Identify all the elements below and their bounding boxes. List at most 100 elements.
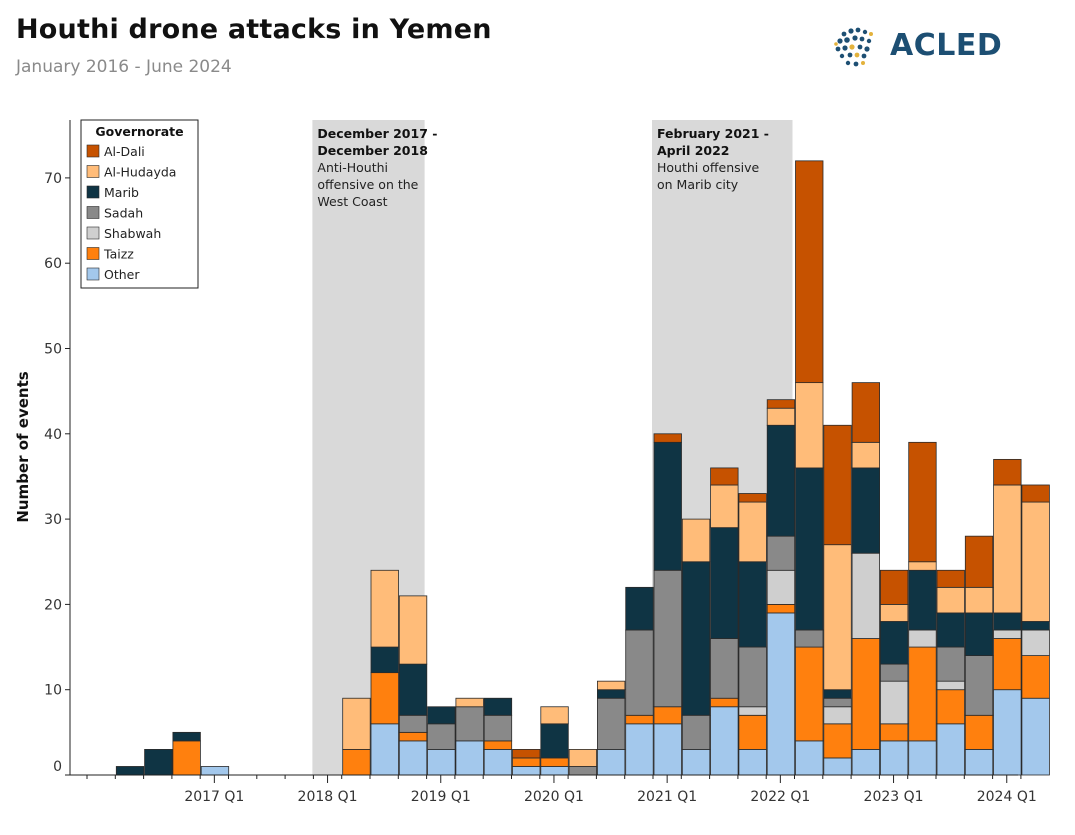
bar-2023-Q3-Al-Dali — [936, 569, 965, 588]
legend-swatch-Sadah — [86, 206, 100, 219]
annotation-2-text-line-1: Houthi offensive — [657, 160, 759, 175]
bar-2022-Q2-Marib — [795, 467, 824, 631]
bar-2018-Q3-Marib — [370, 646, 399, 674]
bar-2018-Q4-Other — [398, 740, 428, 776]
bar-2021-Q1-Other — [653, 723, 682, 776]
bar-2021-Q2-Al-Hudayda — [681, 518, 711, 563]
x-tick-label-2022-Q1: 2022 Q1 — [750, 789, 810, 805]
bar-2021-Q3-Marib — [710, 527, 739, 639]
bar-2022-Q3-Sadah — [823, 697, 852, 708]
bar-2019-Q3-Sadah — [483, 714, 513, 742]
bar-2023-Q2-Shabwah — [908, 629, 937, 648]
x-tick-label-2017-Q1: 2017 Q1 — [184, 789, 244, 805]
bar-2023-Q2-Al-Dali — [908, 441, 937, 563]
bar-2024-Q2-Other — [1021, 697, 1050, 776]
chart-subtitle: January 2016 - June 2024 — [16, 57, 232, 77]
bar-2022-Q3-Taizz — [823, 723, 852, 759]
bar-2023-Q2-Other — [908, 740, 937, 776]
bar-2024-Q2-Shabwah — [1021, 629, 1050, 656]
bar-2023-Q1-Taizz — [880, 723, 909, 742]
bar-2020-Q4-Marib — [625, 586, 654, 631]
bar-2022-Q4-Taizz — [851, 638, 880, 750]
bar-2022-Q2-Al-Dali — [795, 160, 824, 384]
y-tick-label-0: 0 — [53, 759, 62, 775]
bar-2023-Q1-Sadah — [880, 663, 909, 682]
bar-2022-Q1-Sadah — [766, 535, 796, 571]
x-tick-label-2023-Q1: 2023 Q1 — [864, 789, 924, 805]
x-tick-label-2018-Q1: 2018 Q1 — [298, 789, 358, 805]
bar-2020-Q3-Sadah — [597, 697, 626, 750]
legend-swatch-Other — [86, 267, 100, 281]
bar-2024-Q1-Taizz — [993, 638, 1022, 691]
annotation-2-text-line-2: on Marib city — [657, 177, 739, 192]
bar-2020-Q4-Other — [625, 723, 654, 776]
bar-2022-Q1-Taizz — [766, 604, 796, 614]
bar-2020-Q1-Al-Hudayda — [540, 706, 569, 725]
annotation-2-title-line-1: February 2021 - — [657, 126, 769, 141]
legend-swatch-Al-Hudayda — [86, 165, 100, 178]
y-tick-label-20: 20 — [44, 597, 62, 613]
bar-2022-Q4-Al-Hudayda — [851, 441, 880, 469]
bar-2022-Q3-Other — [823, 757, 852, 776]
bar-2024-Q2-Al-Hudayda — [1021, 501, 1050, 622]
bar-2018-Q4-Al-Hudayda — [398, 595, 428, 665]
bar-2022-Q1-Other — [766, 612, 796, 776]
y-tick-label-50: 50 — [44, 342, 62, 358]
y-tick-label-40: 40 — [44, 427, 62, 443]
bar-2019-Q3-Other — [483, 749, 513, 776]
bar-2019-Q2-Other — [455, 740, 484, 776]
bar-2023-Q1-Al-Dali — [880, 569, 909, 605]
bar-2021-Q2-Sadah — [681, 714, 711, 750]
bar-2019-Q3-Taizz — [483, 740, 513, 750]
annotation-2-title-line-2: April 2022 — [657, 143, 730, 158]
bar-2022-Q3-Shabwah — [823, 706, 852, 725]
bar-2019-Q1-Sadah — [427, 723, 456, 750]
acled-logo: ACLED — [830, 24, 1020, 74]
bar-2023-Q4-Al-Dali — [964, 535, 994, 588]
bar-2018-Q3-Al-Hudayda — [370, 569, 399, 648]
y-tick-label-10: 10 — [44, 683, 62, 699]
bar-2024-Q2-Al-Dali — [1021, 484, 1050, 503]
bar-2022-Q3-Marib — [823, 689, 852, 699]
bar-2022-Q4-Marib — [851, 467, 880, 554]
annotation-1-title-line-2: December 2018 — [317, 143, 428, 158]
bar-2021-Q3-Taizz — [710, 697, 739, 708]
legend-label-Shabwah: Shabwah — [104, 226, 161, 241]
legend-swatch-Shabwah — [86, 226, 100, 240]
bar-2023-Q3-Marib — [936, 612, 965, 648]
bar-2023-Q3-Sadah — [936, 646, 965, 682]
legend-label-Sadah: Sadah — [104, 206, 143, 221]
legend-swatch-Taizz — [86, 247, 100, 260]
bar-2023-Q3-Al-Hudayda — [936, 586, 965, 614]
bar-2021-Q4-Shabwah — [738, 706, 767, 716]
bar-2022-Q4-Shabwah — [851, 552, 880, 639]
bar-2016-Q4-Marib — [172, 731, 201, 742]
bar-2020-Q3-Other — [597, 749, 626, 776]
bar-2024-Q1-Marib — [993, 612, 1022, 631]
bar-2020-Q1-Other — [540, 766, 569, 776]
bar-2022-Q1-Al-Hudayda — [766, 407, 796, 426]
y-tick-label-30: 30 — [44, 512, 62, 528]
bar-2018-Q4-Sadah — [398, 714, 428, 733]
bar-2020-Q1-Marib — [540, 723, 569, 759]
bar-2020-Q2-Sadah — [568, 766, 597, 776]
bar-2023-Q2-Al-Hudayda — [908, 561, 937, 571]
y-tick-label-60: 60 — [44, 256, 62, 272]
bar-2018-Q4-Marib — [398, 663, 428, 716]
bar-2018-Q2-Al-Hudayda — [342, 697, 371, 750]
globe-icon — [834, 27, 873, 67]
y-tick-label-70: 70 — [44, 171, 62, 187]
bar-2020-Q1-Taizz — [540, 757, 569, 767]
bar-2024-Q1-Al-Dali — [993, 458, 1022, 486]
bar-2022-Q1-Al-Dali — [766, 399, 796, 409]
bar-2021-Q1-Sadah — [653, 569, 682, 708]
legend-box — [80, 119, 199, 289]
annotation-1-title-line-1: December 2017 - — [317, 126, 437, 141]
bar-2022-Q2-Al-Hudayda — [795, 382, 824, 469]
bar-2021-Q4-Al-Dali — [738, 493, 767, 503]
annotation-1-text-line-3: West Coast — [317, 194, 387, 209]
bar-2018-Q2-Taizz — [342, 749, 371, 776]
bar-2023-Q1-Al-Hudayda — [880, 604, 909, 622]
bar-2021-Q3-Sadah — [710, 638, 739, 699]
